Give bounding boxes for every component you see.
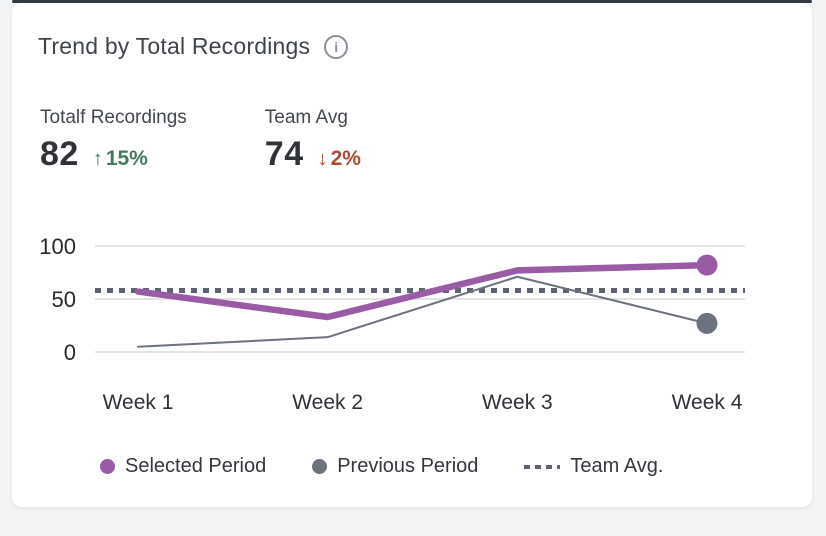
legend-item-previous-period: Previous Period (312, 455, 478, 478)
trend-card: Trend by Total Recordings i Totalf Recor… (12, 3, 812, 507)
info-icon-glyph: i (334, 38, 339, 55)
team-avg-dash-icon (524, 464, 561, 469)
y-tick-label: 100 (39, 234, 76, 259)
stat-label: Totalf Recordings (40, 107, 187, 128)
cropped-dark-header-strip (12, 0, 812, 3)
arrow-down-icon: ↓ (317, 148, 328, 170)
y-tick-label: 50 (51, 287, 76, 312)
previous-period-dot-icon (312, 459, 328, 474)
legend-label: Previous Period (337, 455, 479, 477)
x-axis-label: Week 3 (481, 391, 553, 414)
y-tick-label: 0 (63, 340, 76, 365)
info-icon[interactable]: i (324, 34, 349, 59)
legend-item-selected-period: Selected Period (100, 455, 266, 478)
stat-delta-down: ↓ 2% (318, 147, 361, 171)
stat-delta-up: ↑ 15% (93, 147, 148, 171)
selected-period-dot-icon (100, 459, 115, 474)
chart-legend: Selected Period Previous Period Team Avg… (100, 455, 663, 478)
x-axis-label: Week 2 (292, 391, 364, 414)
stat-value: 74 (264, 135, 304, 173)
stat-total-recordings: Totalf Recordings 82 ↑ 15% (40, 107, 187, 174)
stat-delta-value: 2% (330, 147, 361, 170)
stats-row: Totalf Recordings 82 ↑ 15% Team Avg 74 ↓… (40, 107, 361, 174)
card-title: Trend by Total Recordings (38, 33, 311, 59)
legend-label: Team Avg. (570, 455, 664, 477)
x-axis-label: Week 1 (102, 391, 174, 414)
stat-value: 82 (40, 135, 79, 173)
stat-team-avg: Team Avg 74 ↓ 2% (265, 107, 361, 174)
stat-label: Team Avg (264, 107, 348, 128)
trend-chart-svg (95, 245, 745, 353)
legend-item-team-avg: Team Avg. (524, 455, 663, 478)
arrow-up-icon: ↑ (92, 148, 103, 170)
card-header: Trend by Total Recordings i (38, 33, 349, 60)
x-axis-label: Week 4 (671, 391, 743, 414)
stat-delta-value: 15% (105, 147, 148, 170)
legend-label: Selected Period (125, 455, 267, 477)
